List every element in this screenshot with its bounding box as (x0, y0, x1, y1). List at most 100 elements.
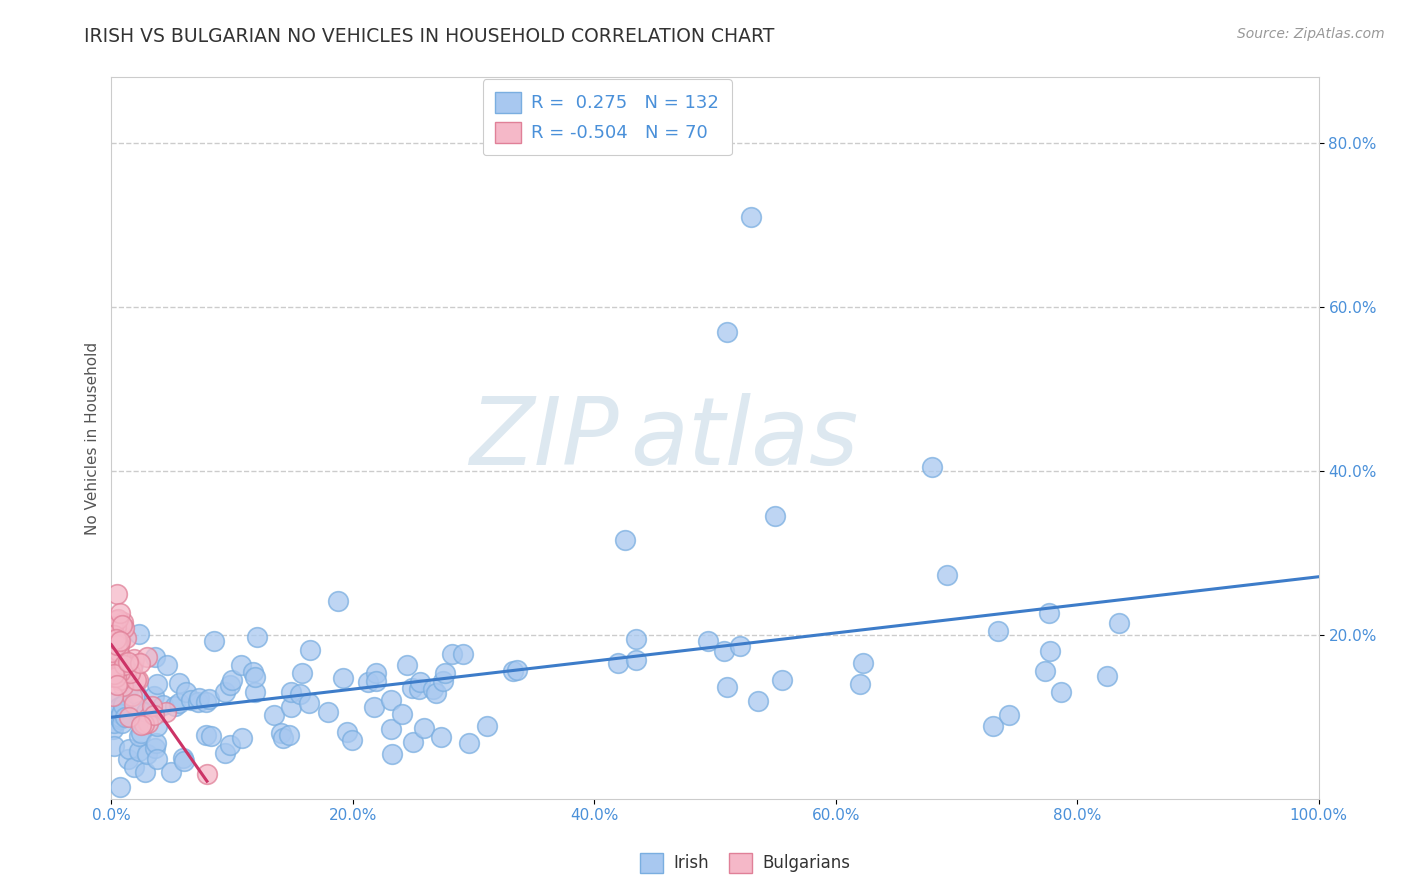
Point (364, 665, 387, 680)
Point (105, 703, 128, 717)
Point (231, 731, 253, 746)
Point (697, 634, 720, 648)
Point (849, 677, 872, 691)
Point (101, 723, 124, 737)
Point (340, 733, 363, 747)
Point (280, 685, 302, 699)
Point (728, 639, 751, 653)
Point (129, 718, 152, 732)
Point (103, 644, 125, 658)
Point (852, 656, 875, 670)
Point (125, 673, 148, 687)
Text: ZIP: ZIP (468, 392, 619, 483)
Point (104, 670, 127, 684)
Point (122, 760, 145, 774)
Point (432, 674, 454, 689)
Point (105, 587, 128, 601)
Point (104, 632, 127, 646)
Point (219, 738, 242, 752)
Point (163, 698, 186, 713)
Point (136, 650, 159, 665)
Point (107, 668, 129, 682)
Point (124, 686, 146, 700)
Point (143, 740, 166, 755)
Point (132, 717, 155, 731)
Point (108, 671, 131, 685)
Point (108, 637, 131, 651)
Point (391, 706, 413, 721)
Point (430, 730, 453, 744)
Point (245, 670, 267, 684)
Point (363, 700, 385, 714)
Point (146, 752, 169, 766)
Point (381, 747, 404, 761)
Point (114, 710, 136, 724)
Point (111, 617, 134, 632)
Point (395, 658, 418, 673)
Point (104, 640, 127, 654)
Point (107, 699, 129, 714)
Point (110, 706, 132, 721)
Point (108, 607, 131, 621)
Point (107, 611, 129, 625)
Point (214, 746, 236, 760)
Point (475, 719, 498, 733)
Point (152, 698, 174, 712)
Point (380, 722, 402, 736)
Point (112, 658, 135, 673)
Point (143, 708, 166, 723)
Point (457, 736, 479, 750)
Point (108, 712, 131, 726)
Point (219, 677, 242, 691)
Point (263, 707, 285, 722)
Point (101, 620, 124, 634)
Legend: R =  0.275   N = 132, R = -0.504   N = 70: R = 0.275 N = 132, R = -0.504 N = 70 (482, 79, 733, 155)
Point (136, 715, 159, 730)
Point (118, 710, 141, 724)
Point (502, 664, 524, 678)
Point (101, 659, 124, 673)
Point (326, 594, 349, 608)
Point (987, 624, 1010, 639)
Point (101, 619, 124, 633)
Point (332, 671, 354, 685)
Point (195, 695, 218, 709)
Point (141, 698, 163, 713)
Point (408, 682, 430, 697)
Point (108, 639, 131, 653)
Point (105, 678, 128, 692)
Point (200, 730, 222, 744)
Point (103, 632, 125, 646)
Point (202, 634, 225, 648)
Point (174, 685, 197, 699)
Legend: Irish, Bulgarians: Irish, Bulgarians (633, 847, 858, 880)
Point (169, 676, 191, 690)
Point (160, 765, 183, 780)
Point (747, 694, 769, 708)
Point (506, 663, 529, 677)
Text: IRISH VS BULGARIAN NO VEHICLES IN HOUSEHOLD CORRELATION CHART: IRISH VS BULGARIAN NO VEHICLES IN HOUSEH… (84, 27, 775, 45)
Point (409, 674, 432, 689)
Point (103, 715, 125, 730)
Point (155, 705, 177, 719)
Point (364, 674, 387, 689)
Point (101, 630, 124, 644)
Point (291, 666, 314, 681)
Point (998, 708, 1021, 723)
Point (108, 633, 131, 648)
Point (118, 680, 141, 694)
Point (107, 664, 129, 678)
Point (111, 615, 134, 629)
Point (134, 764, 156, 779)
Point (270, 726, 292, 740)
Point (246, 630, 269, 644)
Point (108, 665, 131, 680)
Point (143, 690, 166, 704)
Point (145, 736, 167, 750)
Point (298, 642, 321, 657)
Point (108, 780, 131, 794)
Point (145, 718, 167, 732)
Point (122, 698, 145, 712)
Point (111, 698, 134, 712)
Point (451, 647, 474, 661)
